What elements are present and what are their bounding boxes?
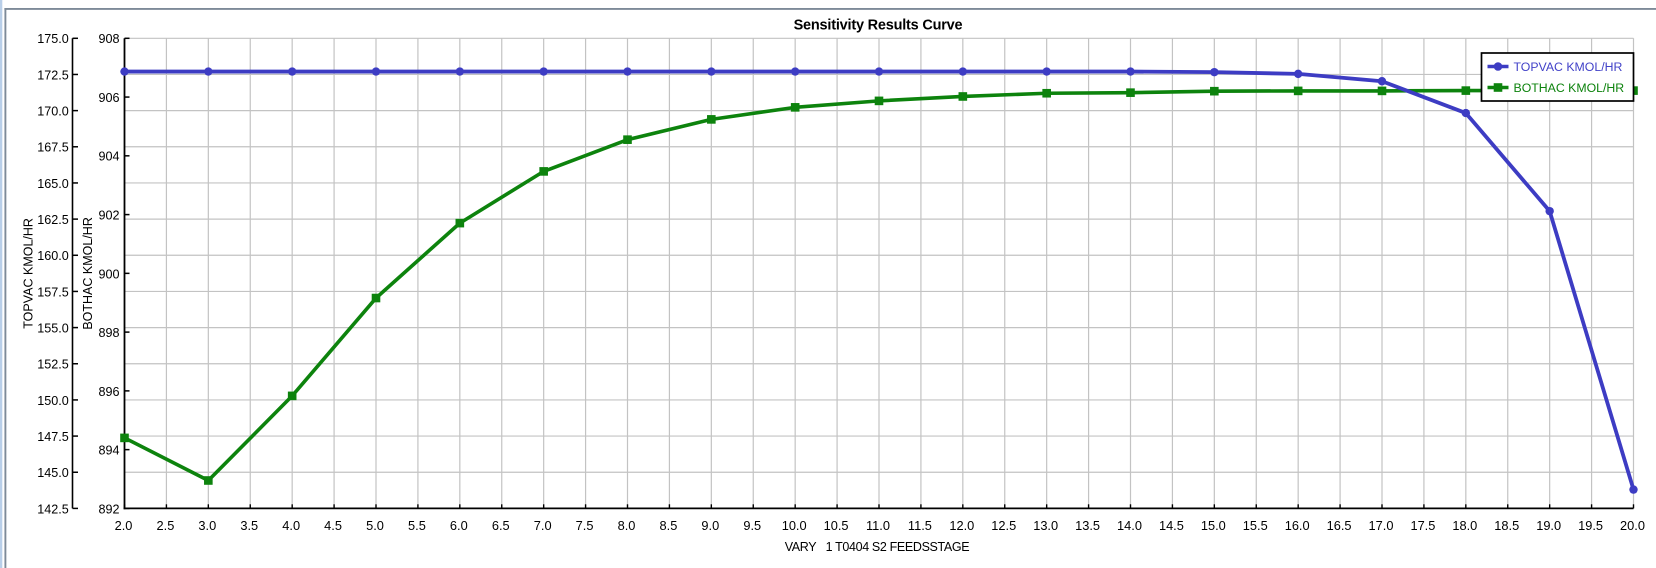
svg-text:175.0: 175.0 — [37, 32, 69, 46]
svg-text:14.5: 14.5 — [1159, 518, 1184, 533]
svg-text:162.5: 162.5 — [37, 213, 69, 227]
svg-text:BOTHAC KMOL/HR: BOTHAC KMOL/HR — [1514, 81, 1625, 95]
svg-text:15.0: 15.0 — [1201, 518, 1226, 533]
svg-text:155.0: 155.0 — [37, 321, 69, 335]
svg-text:19.5: 19.5 — [1578, 518, 1603, 533]
svg-text:13.5: 13.5 — [1075, 518, 1100, 533]
svg-text:892: 892 — [98, 502, 119, 516]
svg-text:6.5: 6.5 — [492, 518, 510, 533]
svg-text:3.0: 3.0 — [198, 518, 216, 533]
svg-text:5.0: 5.0 — [366, 518, 384, 533]
svg-text:145.0: 145.0 — [37, 466, 69, 480]
svg-text:14.0: 14.0 — [1117, 518, 1142, 533]
svg-text:18.0: 18.0 — [1452, 518, 1477, 533]
svg-text:18.5: 18.5 — [1494, 518, 1519, 533]
svg-text:900: 900 — [98, 267, 119, 281]
svg-text:906: 906 — [98, 91, 119, 105]
svg-text:894: 894 — [98, 444, 119, 458]
svg-text:17.5: 17.5 — [1410, 518, 1435, 533]
svg-text:16.0: 16.0 — [1285, 518, 1310, 533]
svg-text:17.0: 17.0 — [1369, 518, 1394, 533]
svg-text:TOPVAC KMOL/HR: TOPVAC KMOL/HR — [1514, 60, 1623, 74]
svg-text:TOPVAC KMOL/HR: TOPVAC KMOL/HR — [21, 218, 35, 329]
svg-text:13.0: 13.0 — [1033, 518, 1058, 533]
svg-text:908: 908 — [98, 32, 119, 46]
svg-text:896: 896 — [98, 385, 119, 399]
svg-text:20.0: 20.0 — [1620, 518, 1645, 533]
svg-text:150.0: 150.0 — [37, 394, 69, 408]
svg-text:902: 902 — [98, 208, 119, 222]
svg-text:142.5: 142.5 — [37, 502, 69, 516]
svg-text:898: 898 — [98, 326, 119, 340]
svg-text:Sensitivity Results Curve: Sensitivity Results Curve — [794, 17, 963, 33]
svg-text:170.0: 170.0 — [37, 105, 69, 119]
svg-text:167.5: 167.5 — [37, 141, 69, 155]
svg-text:10.5: 10.5 — [824, 518, 849, 533]
svg-text:9.5: 9.5 — [743, 518, 761, 533]
svg-text:147.5: 147.5 — [37, 430, 69, 444]
svg-text:157.5: 157.5 — [37, 285, 69, 299]
svg-text:12.5: 12.5 — [991, 518, 1016, 533]
svg-text:2.5: 2.5 — [157, 518, 175, 533]
svg-text:10.0: 10.0 — [782, 518, 807, 533]
svg-text:8.0: 8.0 — [618, 518, 636, 533]
svg-text:165.0: 165.0 — [37, 177, 69, 191]
svg-text:3.5: 3.5 — [240, 518, 258, 533]
svg-text:4.0: 4.0 — [282, 518, 300, 533]
svg-text:904: 904 — [98, 150, 119, 164]
svg-text:7.0: 7.0 — [534, 518, 552, 533]
svg-text:11.0: 11.0 — [866, 518, 890, 533]
svg-text:152.5: 152.5 — [37, 358, 69, 372]
svg-text:11.5: 11.5 — [908, 518, 932, 533]
svg-text:7.5: 7.5 — [576, 518, 594, 533]
svg-text:15.5: 15.5 — [1243, 518, 1268, 533]
svg-text:160.0: 160.0 — [37, 249, 69, 263]
svg-text:8.5: 8.5 — [660, 518, 678, 533]
svg-text:4.5: 4.5 — [324, 518, 342, 533]
svg-text:5.5: 5.5 — [408, 518, 426, 533]
svg-text:BOTHAC KMOL/HR: BOTHAC KMOL/HR — [81, 217, 95, 330]
svg-text:6.0: 6.0 — [450, 518, 468, 533]
svg-text:16.5: 16.5 — [1327, 518, 1352, 533]
svg-text:12.0: 12.0 — [949, 518, 974, 533]
svg-text:2.0: 2.0 — [115, 518, 133, 533]
svg-text:VARY 1 T0404 S2 FEEDSSTAGE: VARY 1 T0404 S2 FEEDSSTAGE — [785, 540, 970, 554]
svg-text:19.0: 19.0 — [1536, 518, 1561, 533]
svg-text:172.5: 172.5 — [37, 68, 69, 82]
svg-text:9.0: 9.0 — [701, 518, 719, 533]
